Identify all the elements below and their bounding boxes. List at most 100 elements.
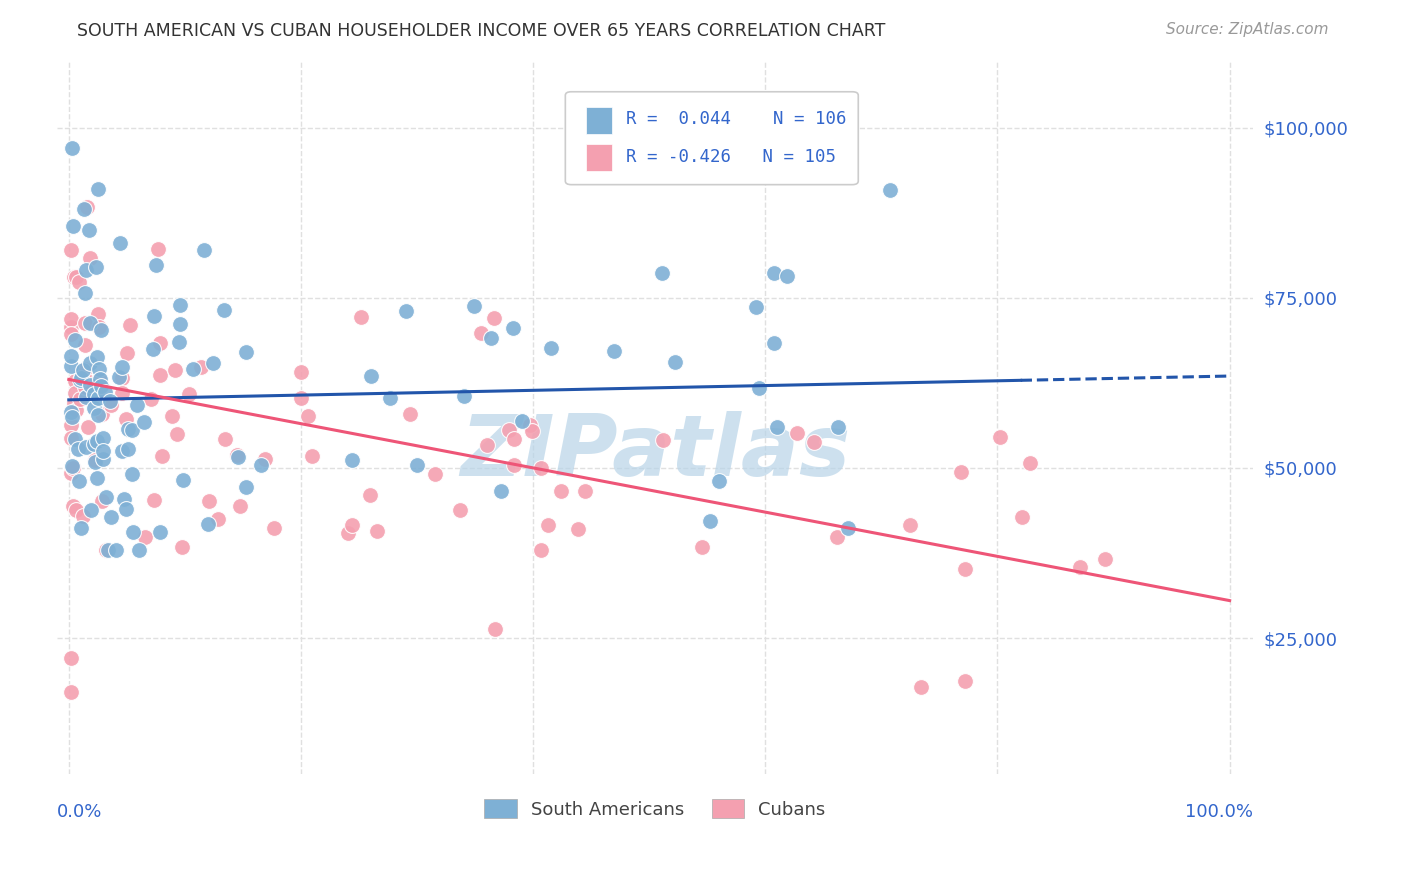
- Point: [207, 511, 229, 525]
- Point: [1011, 509, 1033, 524]
- Point: [214, 303, 236, 318]
- Point: [66, 442, 89, 456]
- Point: [520, 424, 543, 438]
- Point: [190, 359, 212, 374]
- Point: [62, 141, 84, 155]
- Point: [169, 317, 191, 331]
- Point: [60, 409, 83, 424]
- Point: [699, 514, 721, 528]
- Point: [111, 371, 134, 385]
- Point: [87, 409, 110, 423]
- Point: [149, 368, 172, 382]
- Point: [60, 349, 83, 363]
- Point: [350, 310, 373, 325]
- Point: [502, 432, 524, 446]
- Text: R = -0.426   N = 105: R = -0.426 N = 105: [626, 148, 837, 166]
- Point: [229, 499, 252, 513]
- Point: [65, 502, 87, 516]
- Point: [537, 518, 560, 533]
- Point: [530, 461, 553, 475]
- Point: [950, 465, 973, 479]
- Point: [766, 419, 789, 434]
- Point: [65, 269, 87, 284]
- Point: [235, 345, 257, 359]
- Point: [91, 431, 114, 445]
- Point: [146, 242, 169, 256]
- Point: [110, 360, 132, 375]
- Point: [111, 444, 134, 458]
- Point: [73, 316, 96, 330]
- Point: [470, 326, 492, 340]
- Point: [89, 372, 111, 386]
- Point: [149, 335, 172, 350]
- Point: [91, 494, 114, 508]
- Point: [104, 542, 127, 557]
- Point: [65, 432, 87, 446]
- Point: [115, 501, 138, 516]
- Point: [65, 402, 87, 417]
- Point: [489, 484, 512, 499]
- Point: [79, 317, 101, 331]
- Point: [69, 392, 91, 407]
- Legend: South Americans, Cubans: South Americans, Cubans: [477, 792, 832, 826]
- Point: [117, 345, 139, 359]
- Point: [425, 467, 447, 481]
- Point: [114, 412, 136, 426]
- Point: [79, 378, 101, 392]
- FancyBboxPatch shape: [565, 92, 858, 185]
- Point: [90, 378, 112, 392]
- Point: [107, 370, 129, 384]
- Point: [170, 540, 193, 554]
- Point: [163, 363, 186, 377]
- Point: [62, 219, 84, 234]
- Point: [172, 473, 194, 487]
- Point: [76, 375, 98, 389]
- Point: [301, 449, 323, 463]
- Point: [360, 368, 382, 383]
- Point: [503, 458, 526, 472]
- Text: 0.0%: 0.0%: [58, 803, 103, 821]
- Point: [690, 540, 713, 554]
- Point: [540, 342, 562, 356]
- Point: [60, 685, 83, 699]
- Point: [664, 355, 686, 369]
- Point: [63, 396, 86, 410]
- Point: [342, 518, 364, 533]
- Point: [62, 499, 84, 513]
- Point: [128, 542, 150, 557]
- Point: [142, 492, 165, 507]
- Point: [60, 320, 83, 334]
- Point: [83, 455, 105, 469]
- Point: [60, 312, 83, 326]
- Point: [100, 394, 122, 409]
- Point: [953, 562, 976, 576]
- Point: [62, 460, 84, 475]
- Point: [134, 530, 156, 544]
- Point: [651, 433, 673, 447]
- Point: [90, 407, 112, 421]
- Point: [60, 458, 83, 473]
- Point: [60, 431, 83, 445]
- Point: [111, 385, 134, 400]
- Point: [77, 223, 100, 237]
- Point: [86, 350, 108, 364]
- Point: [117, 442, 139, 457]
- Point: [837, 521, 859, 535]
- Point: [453, 389, 475, 403]
- Point: [67, 276, 90, 290]
- Point: [121, 467, 143, 482]
- Point: [121, 423, 143, 437]
- Point: [502, 321, 524, 335]
- FancyBboxPatch shape: [586, 107, 612, 134]
- Point: [498, 423, 520, 437]
- Point: [69, 373, 91, 387]
- Point: [86, 392, 108, 406]
- Point: [226, 448, 249, 462]
- Point: [125, 399, 148, 413]
- Point: [97, 542, 120, 557]
- Point: [83, 437, 105, 451]
- Point: [803, 434, 825, 449]
- Point: [567, 522, 589, 536]
- Point: [482, 311, 505, 326]
- Point: [167, 334, 190, 349]
